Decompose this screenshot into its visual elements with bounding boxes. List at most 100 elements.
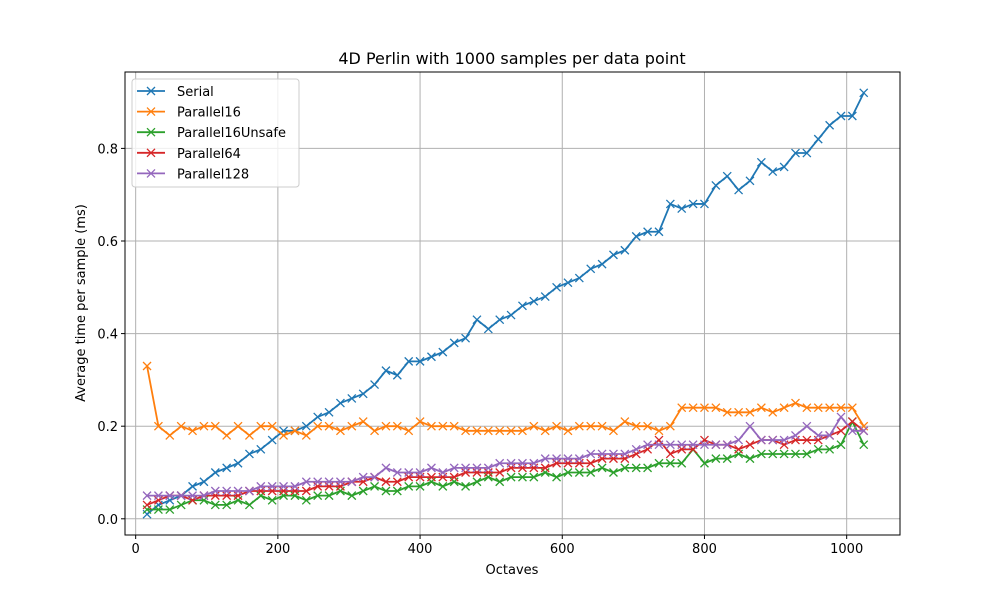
- data-point-marker: [313, 477, 323, 487]
- data-point-marker: [722, 407, 732, 417]
- data-point-marker: [586, 264, 596, 274]
- legend-label: Serial: [177, 85, 214, 100]
- data-point-marker: [688, 403, 698, 413]
- x-tick-label: 1000: [830, 542, 863, 557]
- data-point-marker: [631, 463, 641, 473]
- data-point-marker: [802, 421, 812, 431]
- data-point-marker: [381, 463, 391, 473]
- data-point-marker: [540, 463, 550, 473]
- data-point-marker: [768, 435, 778, 445]
- data-point-marker: [609, 426, 618, 436]
- data-point-marker: [347, 477, 357, 487]
- data-point-marker: [574, 421, 584, 431]
- data-point-marker: [597, 449, 607, 459]
- data-point-marker: [586, 449, 596, 459]
- data-point-marker: [734, 444, 744, 454]
- data-point-marker: [825, 120, 835, 130]
- data-point-marker: [347, 491, 357, 501]
- data-point-marker: [244, 449, 254, 459]
- data-point-marker: [165, 491, 175, 501]
- series-line: [147, 420, 865, 511]
- legend-marker-icon: [146, 107, 156, 117]
- y-tick-label: 0.8: [97, 142, 118, 157]
- data-point-marker: [574, 273, 584, 283]
- y-tick-label: 0.2: [97, 420, 118, 435]
- data-point-marker: [677, 403, 687, 413]
- data-point-marker: [836, 412, 846, 422]
- data-point-marker: [267, 481, 277, 491]
- data-point-marker: [358, 389, 368, 399]
- data-point-marker: [472, 315, 482, 325]
- data-point-marker: [791, 398, 800, 408]
- data-point-marker: [745, 407, 755, 417]
- data-point-marker: [745, 440, 755, 450]
- data-point-marker: [620, 417, 630, 427]
- series-line: [146, 420, 865, 506]
- series-group: [142, 88, 869, 519]
- data-point-marker: [267, 495, 277, 505]
- data-point-marker: [404, 481, 414, 491]
- data-point-marker: [472, 463, 482, 473]
- data-point-marker: [267, 421, 277, 431]
- legend-label: Parallel128: [177, 167, 249, 182]
- data-point-marker: [791, 148, 800, 158]
- data-point-marker: [256, 421, 266, 431]
- data-point-marker: [267, 435, 277, 445]
- data-point-marker: [756, 435, 766, 445]
- data-point-marker: [358, 417, 368, 427]
- legend-marker-icon: [146, 86, 156, 96]
- data-point-marker: [210, 486, 220, 496]
- series-parallel16unsafe: [142, 417, 869, 514]
- data-point-marker: [529, 296, 539, 306]
- data-point-marker: [244, 430, 254, 440]
- data-point-marker: [700, 403, 709, 413]
- x-tick-label: 200: [265, 542, 290, 557]
- data-point-marker: [290, 481, 300, 491]
- data-point-marker: [825, 430, 835, 440]
- data-point-marker: [779, 435, 789, 445]
- y-axis-label: Average time per sample (ms): [74, 204, 89, 402]
- data-point-marker: [301, 477, 311, 487]
- data-point-marker: [677, 204, 687, 214]
- legend-marker-icon: [146, 127, 156, 137]
- legend-label: Parallel16Unsafe: [177, 126, 286, 141]
- data-point-marker: [620, 449, 630, 459]
- data-point-marker: [825, 444, 835, 454]
- data-point-marker: [142, 361, 152, 371]
- x-tick-label: 0: [132, 542, 140, 557]
- legend-item: Parallel128: [137, 167, 249, 182]
- legend-item: Parallel16Unsafe: [137, 126, 286, 141]
- data-point-marker: [438, 421, 448, 431]
- data-point-marker: [358, 472, 368, 482]
- chart-title: 4D Perlin with 1000 samples per data poi…: [338, 49, 685, 68]
- legend-label: Parallel16: [177, 106, 241, 121]
- data-point-marker: [449, 463, 459, 473]
- data-point-marker: [244, 500, 254, 510]
- data-point-marker: [176, 421, 186, 431]
- data-point-marker: [836, 426, 846, 436]
- data-point-marker: [392, 370, 402, 380]
- data-point-marker: [233, 421, 243, 431]
- data-point-marker: [279, 430, 289, 440]
- data-point-marker: [722, 171, 732, 181]
- data-point-marker: [381, 366, 391, 376]
- data-point-marker: [347, 393, 357, 403]
- data-point-marker: [847, 111, 857, 121]
- data-point-marker: [631, 444, 641, 454]
- legend-box: [131, 78, 300, 188]
- data-point-marker: [791, 449, 800, 459]
- data-point-marker: [586, 458, 596, 468]
- data-point-marker: [392, 477, 402, 487]
- data-point-marker: [847, 403, 857, 413]
- data-point-marker: [199, 421, 209, 431]
- data-point-marker: [574, 454, 584, 464]
- data-point-marker: [609, 468, 618, 477]
- legend-marker-icon: [146, 148, 156, 158]
- data-point-marker: [779, 403, 789, 413]
- data-point-marker: [461, 463, 471, 473]
- data-point-marker: [222, 463, 232, 473]
- data-point-marker: [631, 421, 641, 431]
- y-tick-label: 0.6: [97, 235, 118, 250]
- data-point-marker: [495, 426, 505, 436]
- data-point-marker: [244, 486, 254, 496]
